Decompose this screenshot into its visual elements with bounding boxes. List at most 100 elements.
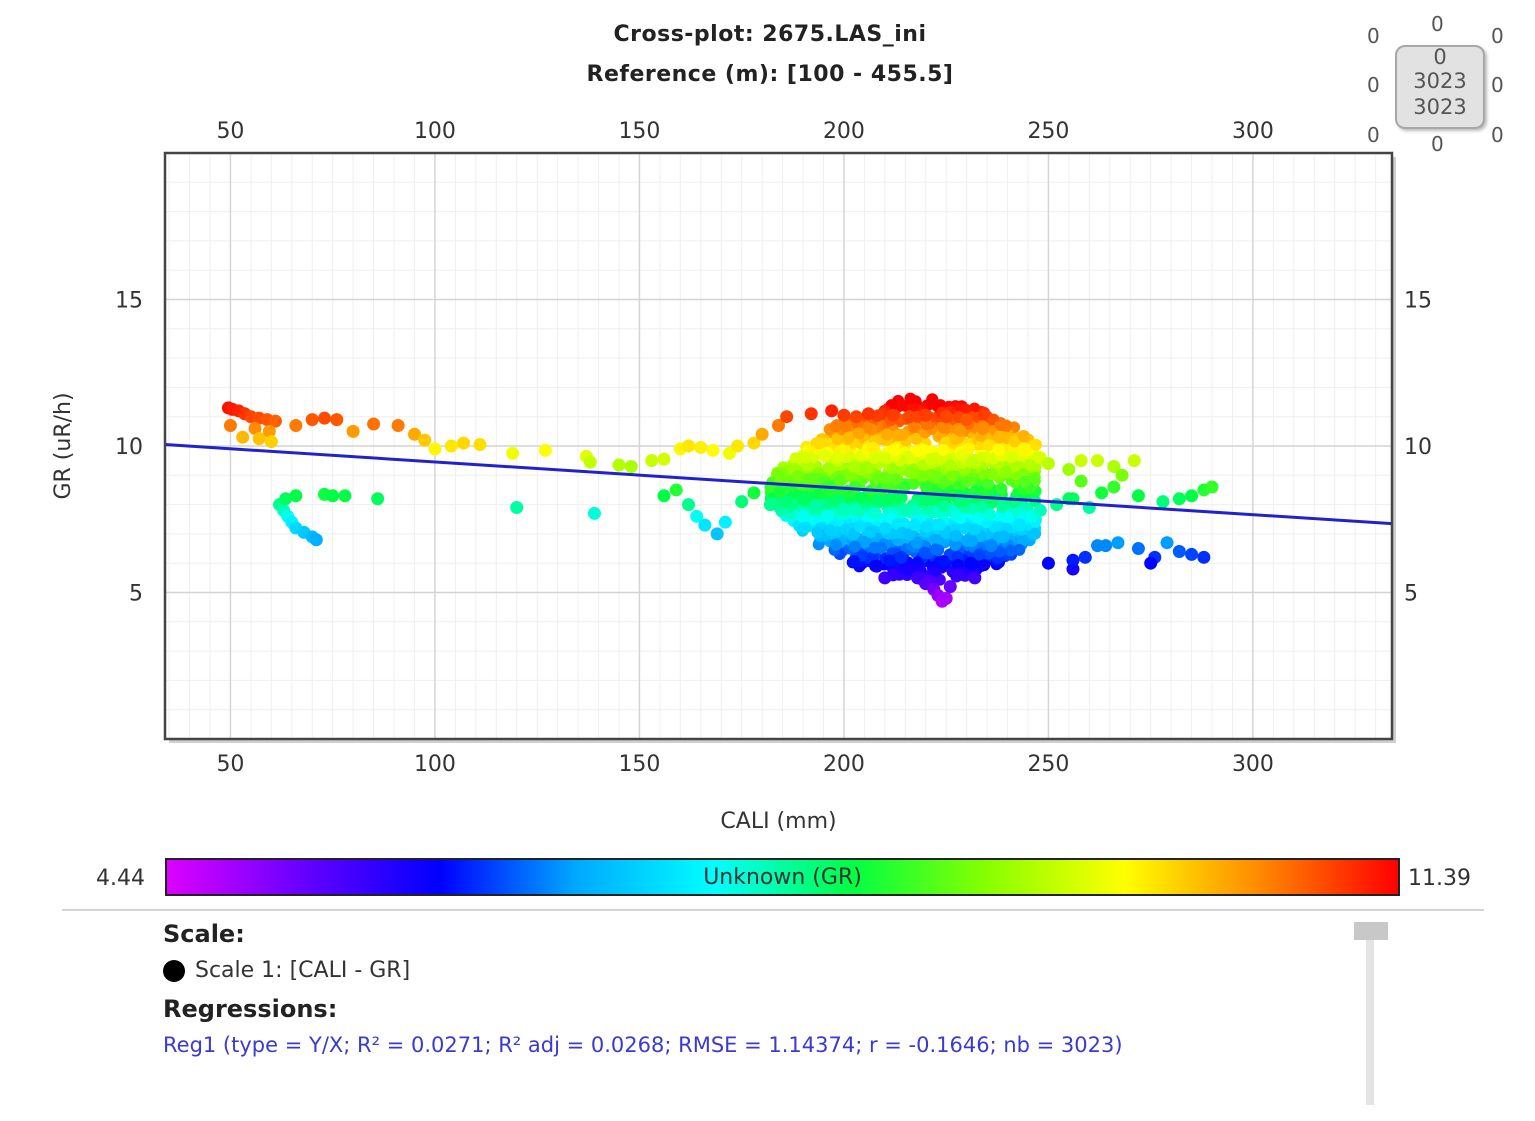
data-point: [887, 463, 900, 476]
data-point: [1005, 451, 1018, 463]
data-point: [837, 408, 851, 422]
data-point: [996, 530, 1010, 544]
data-point: [965, 456, 978, 469]
data-point: [869, 507, 882, 520]
count-inner-top: 0: [1433, 45, 1447, 69]
data-point: [1144, 556, 1158, 570]
data-point: [871, 494, 884, 506]
data-point: [1074, 454, 1088, 468]
data-point: [992, 430, 1006, 444]
data-point: [961, 475, 974, 488]
data-point: [870, 559, 884, 573]
data-point: [868, 452, 881, 465]
data-point: [951, 568, 965, 582]
data-point: [706, 443, 720, 457]
point-count-box: 0 0 0 0 0 0 0 0 0 3023 3023: [1355, 10, 1525, 160]
data-point: [1013, 543, 1026, 556]
data-point: [939, 591, 953, 605]
data-point: [747, 486, 761, 500]
data-point: [264, 435, 278, 449]
data-point: [796, 510, 809, 523]
data-point: [938, 500, 950, 513]
data-point: [879, 522, 892, 534]
data-point: [864, 526, 877, 539]
data-point: [903, 528, 916, 541]
data-point: [1156, 495, 1170, 509]
count-bottom-right: 0: [1491, 123, 1504, 147]
data-point: [929, 533, 942, 546]
data-point: [223, 418, 237, 432]
scrollbar-track[interactable]: [1366, 930, 1374, 1105]
y-tick-label-right: 10: [1404, 435, 1432, 460]
data-point: [346, 424, 360, 438]
data-point: [780, 410, 794, 424]
regression-line: [164, 443, 1393, 526]
data-point: [1041, 556, 1055, 570]
data-point: [773, 470, 786, 483]
data-point: [682, 498, 696, 512]
data-point: [976, 421, 990, 435]
data-point: [763, 498, 777, 512]
data-point: [986, 468, 999, 481]
data-point: [780, 495, 794, 509]
data-point: [995, 482, 1008, 495]
data-point: [996, 500, 1009, 513]
data-point: [318, 411, 332, 425]
data-point: [872, 409, 885, 422]
data-point: [811, 526, 824, 539]
x-tick-label-bottom: 50: [216, 752, 244, 777]
count-bottom: 0: [1431, 132, 1444, 156]
data-point: [937, 443, 950, 456]
data-point: [1016, 534, 1029, 547]
data-point: [881, 428, 893, 441]
data-point: [839, 420, 852, 433]
data-point: [929, 543, 942, 556]
data-point: [289, 418, 303, 432]
data-point: [992, 443, 1005, 456]
data-point: [973, 510, 986, 523]
data-point: [338, 489, 352, 503]
data-point: [938, 555, 951, 568]
data-point: [1074, 474, 1088, 488]
data-point: [886, 568, 900, 582]
scale-heading: Scale:: [163, 920, 245, 948]
scrollbar-thumb[interactable]: [1354, 922, 1388, 940]
data-point: [1078, 550, 1092, 564]
data-point: [849, 503, 862, 516]
data-point: [657, 452, 671, 466]
data-point: [893, 493, 906, 506]
data-point: [444, 439, 458, 453]
data-point: [1172, 492, 1186, 506]
data-point: [248, 421, 262, 435]
count-center-panel: 0 3023 3023: [1395, 45, 1485, 129]
data-point: [830, 538, 842, 551]
data-point: [710, 527, 724, 541]
x-tick-label-top: 250: [1027, 119, 1069, 144]
data-point: [908, 420, 920, 433]
data-point: [657, 489, 671, 503]
data-point: [1017, 442, 1031, 456]
data-point: [1091, 454, 1105, 468]
data-point: [1197, 550, 1211, 564]
chart-title: Cross-plot: 2675.LAS_ini: [613, 22, 927, 47]
data-point: [1029, 527, 1042, 540]
data-point: [1008, 460, 1021, 473]
data-point: [587, 506, 601, 520]
data-point: [796, 492, 810, 506]
data-point: [1019, 475, 1032, 488]
data-point: [1017, 430, 1030, 442]
data-point: [755, 427, 769, 441]
scale-item-label: Scale 1: [CALI - GR]: [195, 958, 411, 983]
data-point: [983, 508, 996, 521]
data-point: [904, 392, 917, 405]
data-point: [330, 413, 344, 427]
data-point: [898, 503, 910, 515]
data-point: [583, 455, 597, 469]
data-point: [960, 413, 974, 427]
data-point: [817, 449, 830, 462]
data-point: [645, 454, 659, 468]
data-point: [747, 436, 761, 450]
regression-item[interactable]: Reg1 (type = Y/X; R² = 0.0271; R² adj = …: [163, 1033, 1123, 1057]
scale-item[interactable]: Scale 1: [CALI - GR]: [163, 958, 1313, 983]
data-point: [831, 433, 844, 446]
